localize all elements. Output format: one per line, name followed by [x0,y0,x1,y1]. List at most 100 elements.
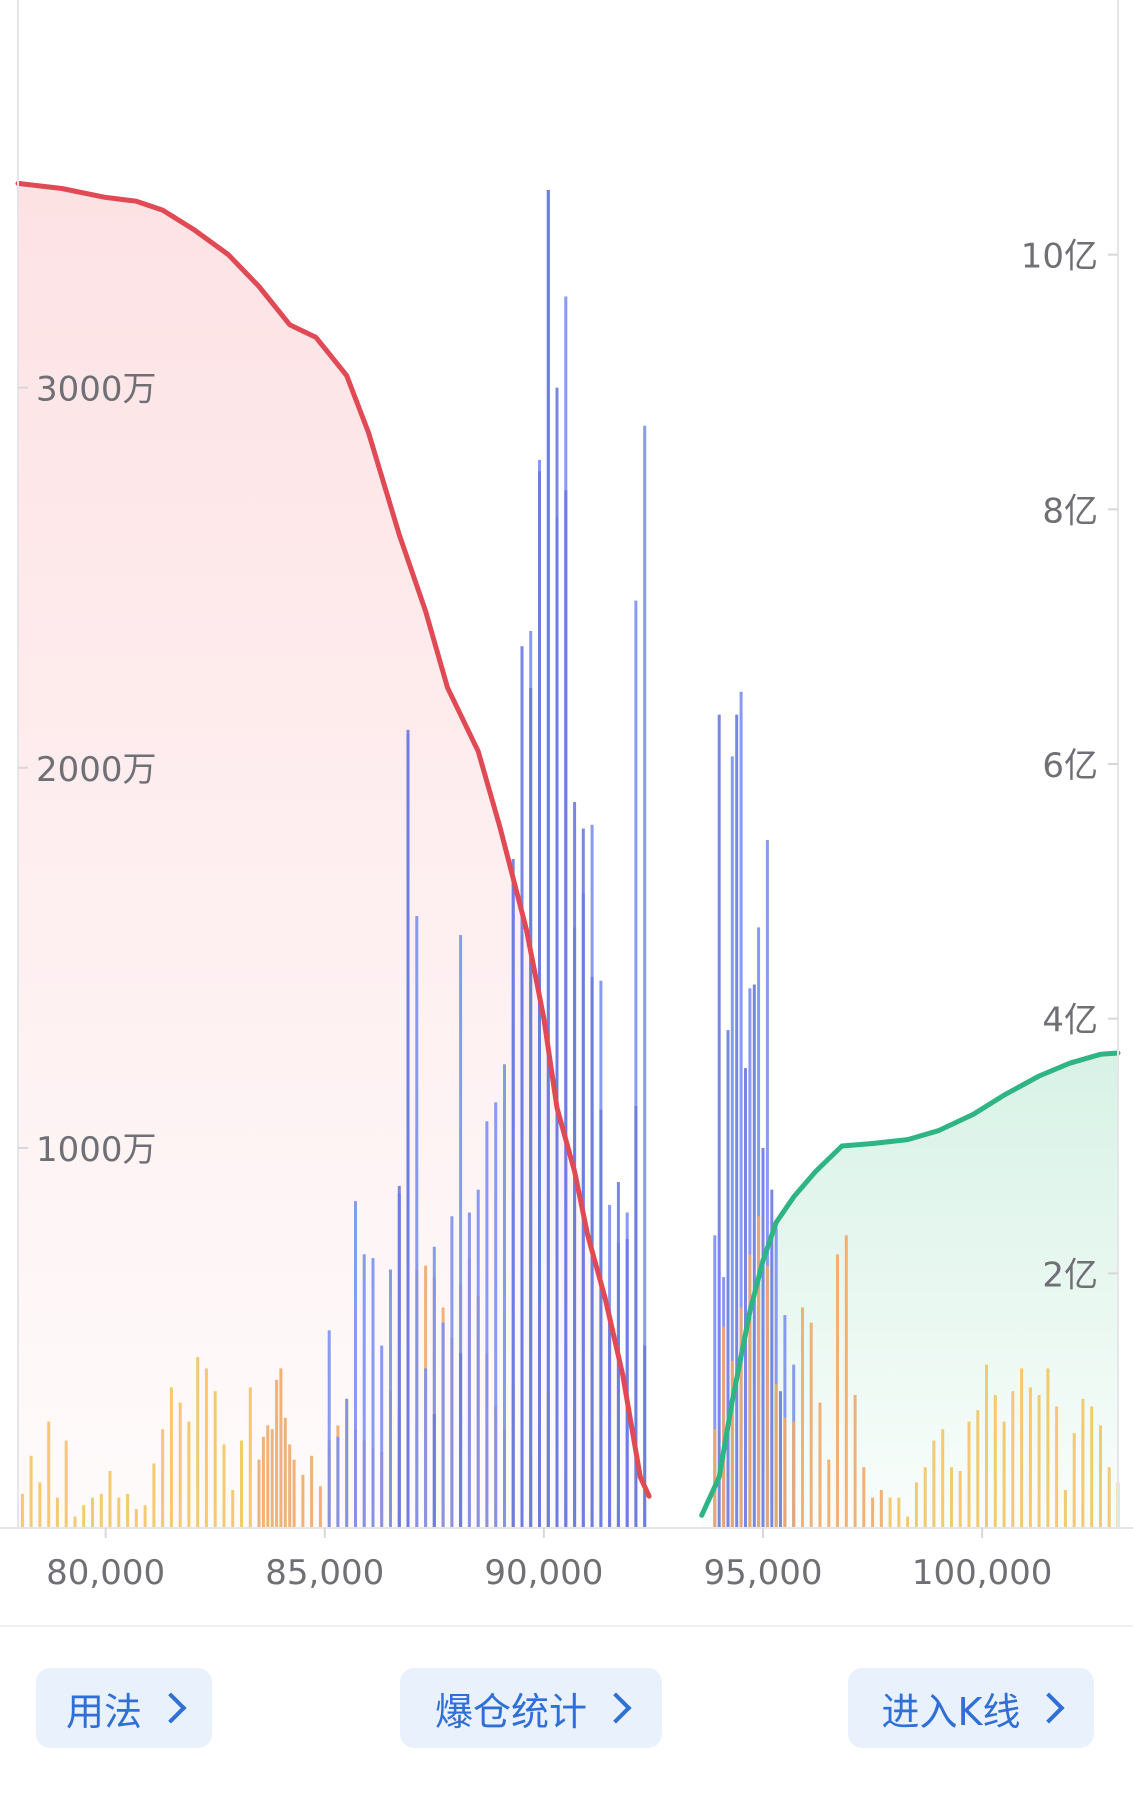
bar [415,916,419,1528]
bar [599,1109,603,1528]
cumulative-areas [18,183,1118,1528]
bar [967,1421,971,1528]
bar [1037,1395,1041,1528]
bar [985,1364,988,1528]
bar [862,1467,866,1528]
bar [748,1254,752,1528]
bar [1099,1425,1102,1528]
bar [888,1497,892,1528]
bar [844,1235,848,1528]
right-tick-label: 8亿 [1042,491,1098,531]
bar [108,1471,112,1528]
bar [126,1493,130,1528]
bar [818,1402,822,1528]
bar [38,1482,42,1528]
bar [266,1425,270,1528]
bar [288,1444,292,1528]
x-tick-label: 85,000 [265,1553,384,1593]
bar [389,1269,392,1528]
bars-layer [20,190,1120,1529]
bar [520,646,524,1528]
left-tick-label: 3000万 [36,370,157,410]
bar [476,1189,480,1528]
bar [55,1497,59,1528]
bar [432,1246,436,1528]
bar [301,1474,305,1528]
bar [345,1398,349,1528]
bar [1011,1391,1015,1528]
liquidation-stats-button-label: 爆仓统计 [434,1689,587,1734]
bar [1063,1490,1067,1528]
bar [292,1459,296,1528]
bar [1055,1406,1059,1528]
bar [275,1379,279,1528]
left-tick-label: 1000万 [36,1130,157,1170]
bar [608,1318,612,1528]
right-tick-label: 4亿 [1042,1001,1098,1041]
cumulative-long-line [15,180,652,1499]
right-tick-label: 10亿 [1021,237,1098,277]
bar [634,600,638,1528]
bar [757,1216,761,1528]
bar [152,1463,156,1528]
bar [222,1444,226,1528]
x-tick-label: 80,000 [46,1553,165,1593]
bar [485,1121,489,1528]
divider [0,1625,1133,1627]
bar [643,425,647,1529]
bar [362,1254,366,1528]
bar [765,840,769,1528]
bar [143,1505,147,1528]
bar [187,1421,191,1528]
bar [459,935,463,1528]
liquidation-chart: 1000万 2000万 3000万 2亿 4亿 6亿 8亿 10亿 80,000 85,000 90… [0,0,1133,1593]
bar [117,1497,121,1528]
bar [494,1102,498,1528]
bar [1046,1368,1050,1528]
chevron-right-icon [1033,1692,1066,1724]
bar [354,1201,357,1528]
bar [82,1505,86,1528]
enter-kline-button-label: 进入K线 [881,1689,1021,1734]
usage-button-label: 用法 [65,1689,142,1734]
liquidation-stats-button[interactable]: 爆仓统计 [400,1668,662,1748]
bar [871,1497,875,1528]
bar [310,1455,314,1528]
bar [511,859,515,1528]
bar [958,1471,962,1528]
bar [20,1493,24,1528]
bar [774,1383,778,1528]
bar [327,1330,331,1528]
bar [564,490,568,1528]
bar [730,1360,734,1528]
right-tick-label: 2亿 [1042,1255,1098,1295]
bar [178,1402,182,1528]
bar [770,1189,774,1528]
right-tick-label: 6亿 [1042,746,1098,786]
bar [976,1410,980,1528]
bar [406,729,410,1528]
bar [529,688,533,1528]
bar [204,1368,208,1528]
bar [779,1391,782,1528]
bar [783,1417,787,1528]
bar [932,1440,936,1528]
bar [634,1106,638,1528]
bar [950,1467,953,1528]
bar [993,1395,997,1528]
bar [801,1307,804,1528]
usage-button[interactable]: 用法 [36,1668,212,1748]
bar [257,1459,261,1528]
bar [261,1436,265,1528]
enter-kline-button[interactable]: 进入K线 [848,1668,1094,1748]
bar [581,828,585,1528]
bar [231,1490,235,1528]
bar [744,1068,747,1528]
bar [397,1185,401,1528]
bar [1020,1368,1024,1528]
bar [240,1440,243,1528]
bar [1081,1398,1085,1528]
axes-layer: 1000万 2000万 3000万 2亿 4亿 6亿 8亿 10亿 80,000 85,000 90… [0,0,1133,1593]
bar [713,1429,717,1528]
bar [47,1421,51,1528]
